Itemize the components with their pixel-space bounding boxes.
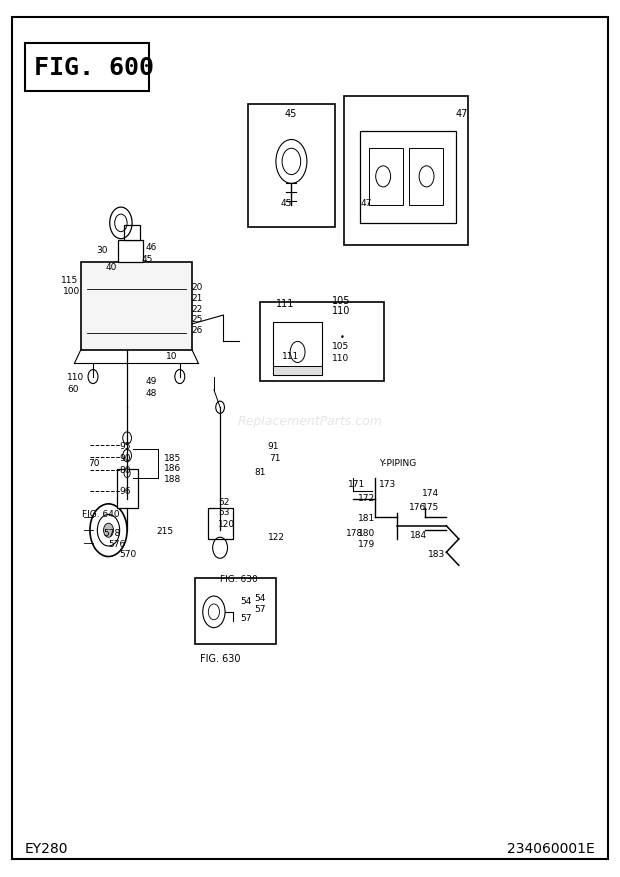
Text: 100: 100 [63, 287, 81, 296]
Text: 122: 122 [268, 532, 285, 541]
Text: 184: 184 [410, 531, 428, 539]
Circle shape [123, 432, 131, 445]
Circle shape [123, 450, 131, 462]
Bar [195, 579, 276, 645]
Text: FIG. 630: FIG. 630 [200, 653, 241, 663]
Text: 578: 578 [103, 529, 120, 538]
Text: 25: 25 [191, 315, 202, 324]
Text: 49: 49 [146, 377, 157, 386]
Text: 10: 10 [166, 352, 178, 360]
Bar [260, 303, 384, 381]
Text: Y-PIPING: Y-PIPING [379, 459, 417, 467]
Text: 178: 178 [346, 529, 363, 538]
Bar [208, 509, 232, 539]
Text: 47: 47 [361, 199, 372, 208]
Text: 110: 110 [332, 306, 350, 316]
Bar [344, 96, 468, 246]
Text: 20: 20 [191, 283, 202, 292]
Text: 21: 21 [191, 294, 202, 303]
Bar [248, 105, 335, 228]
Text: 105: 105 [332, 296, 350, 305]
Bar [124, 225, 140, 241]
Text: 54: 54 [241, 596, 252, 605]
Text: 47: 47 [456, 109, 468, 118]
Text: 96: 96 [119, 487, 131, 496]
Text: 172: 172 [358, 494, 376, 503]
Text: 175: 175 [422, 503, 439, 511]
Text: 57: 57 [241, 614, 252, 623]
Text: 60: 60 [67, 385, 79, 394]
Text: 48: 48 [146, 389, 157, 397]
Text: 30: 30 [96, 246, 108, 254]
Text: •: • [340, 333, 345, 342]
Bar [81, 263, 192, 351]
Text: 95: 95 [119, 441, 131, 450]
Bar [118, 241, 143, 263]
Bar [117, 469, 138, 509]
Text: 183: 183 [428, 550, 445, 559]
Text: 26: 26 [191, 325, 202, 334]
Text: 80: 80 [119, 466, 131, 474]
Text: 180: 180 [358, 529, 376, 538]
Text: 110: 110 [67, 373, 84, 381]
Text: 71: 71 [270, 453, 281, 462]
Text: 81: 81 [254, 467, 266, 476]
Text: 186: 186 [164, 464, 182, 473]
Text: 91: 91 [268, 441, 280, 450]
Bar [360, 132, 456, 224]
Text: 111: 111 [276, 299, 294, 309]
Text: 171: 171 [348, 480, 366, 488]
Circle shape [104, 524, 113, 538]
Text: 90: 90 [119, 453, 131, 462]
Text: 188: 188 [164, 474, 182, 483]
Text: 40: 40 [105, 263, 117, 272]
Text: FIG. 640: FIG. 640 [82, 510, 120, 518]
Text: 181: 181 [358, 513, 376, 522]
Text: 45: 45 [280, 199, 291, 208]
Text: 576: 576 [108, 539, 126, 548]
Text: 22: 22 [191, 304, 202, 313]
Text: 46: 46 [146, 243, 157, 252]
Text: 54: 54 [254, 594, 265, 602]
Text: 45: 45 [285, 109, 297, 118]
Text: 176: 176 [409, 503, 427, 511]
Text: 52: 52 [218, 497, 229, 506]
Circle shape [124, 469, 130, 478]
Text: 570: 570 [119, 550, 136, 559]
Bar [369, 149, 403, 206]
Circle shape [216, 402, 224, 414]
Text: 115: 115 [61, 276, 78, 285]
FancyBboxPatch shape [25, 44, 149, 92]
Text: 70: 70 [88, 459, 100, 467]
Text: 105: 105 [332, 342, 349, 351]
Text: 111: 111 [282, 352, 299, 360]
Text: FIG. 630: FIG. 630 [220, 574, 258, 583]
Text: 110: 110 [332, 353, 349, 362]
Text: 53: 53 [218, 508, 230, 517]
Text: FIG. 600: FIG. 600 [34, 56, 154, 81]
Text: 173: 173 [379, 480, 397, 488]
Text: 120: 120 [218, 519, 236, 528]
Bar [409, 149, 443, 206]
Text: 234060001E: 234060001E [507, 841, 595, 855]
Polygon shape [273, 367, 322, 375]
Text: 57: 57 [254, 604, 266, 613]
Text: 45: 45 [141, 254, 153, 263]
Text: EY280: EY280 [25, 841, 68, 855]
Text: ReplacementParts.com: ReplacementParts.com [237, 415, 383, 427]
Text: 185: 185 [164, 453, 182, 462]
Text: 174: 174 [422, 488, 439, 497]
Bar [273, 323, 322, 375]
Text: 179: 179 [358, 539, 376, 548]
Text: 215: 215 [156, 526, 174, 535]
